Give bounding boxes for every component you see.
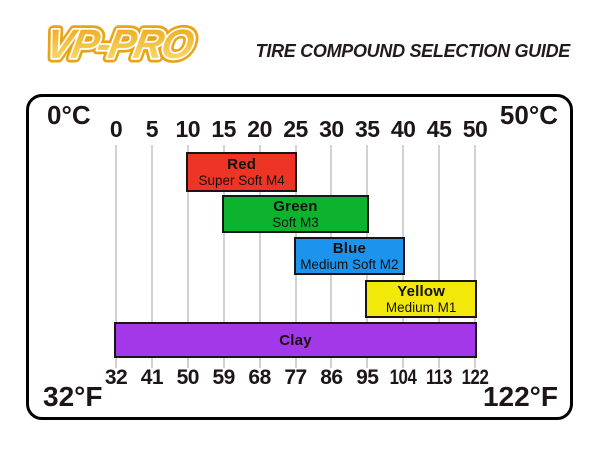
fahrenheit-tick-104: 104 (389, 366, 417, 389)
compound-bar-yellow: Yellow Medium M1 (365, 280, 477, 318)
gridline-10c (186, 145, 189, 368)
page-title: TIRE COMPOUND SELECTION GUIDE (255, 41, 571, 61)
logo-outline-text: VP-PRO (43, 21, 198, 67)
celsius-tick-5: 5 (145, 116, 159, 142)
celsius-tick-10: 10 (175, 116, 201, 142)
chart-box: 0°C 50°C 0 5 10 15 20 25 30 35 40 45 50 Red Super S… (26, 94, 573, 420)
gridline-5c (150, 145, 153, 368)
vp-pro-logo: VP-PRO VP-PRO (28, 14, 238, 74)
gridline-15c (222, 145, 225, 368)
gridline-0c (115, 145, 117, 368)
fahrenheit-tick-32: 32 (104, 366, 128, 389)
compound-bar-red: Red Super Soft M4 (185, 152, 298, 192)
celsius-tick-35: 35 (355, 116, 380, 142)
compound-bar-label: Blue (332, 240, 366, 257)
celsius-tick-0: 0 (109, 116, 123, 142)
fahrenheit-tick-86: 86 (320, 366, 343, 389)
compound-bar-label: Red (227, 156, 257, 173)
compound-bar-subtitle: Medium Soft M2 (300, 257, 399, 272)
celsius-tick-40: 40 (390, 116, 416, 142)
fahrenheit-tick-68: 68 (248, 366, 271, 389)
gridline-20c (258, 145, 261, 368)
fahrenheit-tick-77: 77 (284, 366, 307, 389)
fahrenheit-tick-95: 95 (356, 366, 379, 389)
fahrenheit-tick-59: 59 (212, 366, 236, 389)
celsius-tick-45: 45 (426, 116, 452, 142)
compound-bar-label: Clay (279, 331, 312, 349)
compound-bar-label: Green (273, 198, 318, 215)
fahrenheit-max-label: 122°F (482, 381, 558, 412)
fahrenheit-tick-50: 50 (176, 366, 200, 389)
compound-bar-label: Yellow (397, 283, 446, 300)
compound-bar-green: Green Soft M3 (221, 195, 370, 233)
compound-bar-blue: Blue Medium Soft M2 (293, 237, 406, 275)
celsius-max-label: 50°C (499, 100, 558, 130)
celsius-min-label: 0°C (47, 100, 91, 130)
fahrenheit-min-label: 32°F (43, 381, 103, 412)
compound-bar-subtitle: Medium M1 (385, 300, 457, 315)
gridline-45c (438, 145, 441, 368)
celsius-tick-20: 20 (247, 116, 272, 142)
celsius-tick-15: 15 (211, 116, 236, 142)
celsius-tick-30: 30 (319, 116, 344, 142)
fahrenheit-tick-113: 113 (426, 366, 453, 389)
fahrenheit-tick-122: 122 (461, 366, 489, 389)
logo-text: VP-PRO (43, 21, 198, 67)
compound-bar-subtitle: Super Soft M4 (198, 173, 285, 188)
gridline-50c (474, 145, 476, 368)
fahrenheit-tick-41: 41 (140, 366, 164, 389)
celsius-tick-25: 25 (283, 116, 308, 142)
vp-pro-logo-graphic: VP-PRO VP-PRO (38, 17, 202, 72)
compound-bar-subtitle: Soft M3 (272, 215, 319, 230)
celsius-tick-50: 50 (462, 116, 488, 142)
compound-bar-clay: Clay (114, 322, 477, 358)
